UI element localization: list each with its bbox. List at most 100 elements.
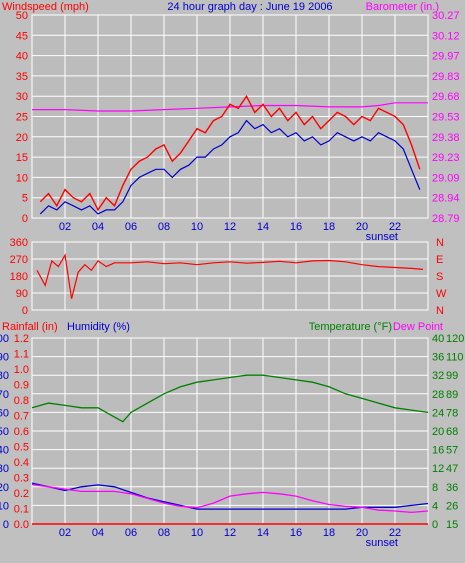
x-tick-label: 04 xyxy=(92,527,104,539)
temperature-line xyxy=(31,374,429,423)
y-tick-rainfall: 0.1 xyxy=(14,504,29,516)
x-tick-label: 06 xyxy=(125,527,137,539)
x-tick-label: 18 xyxy=(323,221,335,233)
y-tick-humidity: 80 xyxy=(0,370,9,382)
sunset-label: sunset xyxy=(366,537,398,549)
rainfall-axis-title: Rainfall (in) xyxy=(2,321,58,333)
y-tick-rainfall: 0.7 xyxy=(14,411,29,423)
x-tick-label: 12 xyxy=(224,527,236,539)
y-tick-rainfall: 0.3 xyxy=(14,473,29,485)
y-tick-humidity: 0 xyxy=(3,519,9,531)
y-tick-humidity: 30 xyxy=(0,463,9,475)
x-tick-label: 02 xyxy=(59,221,71,233)
y-tick-barometer: 29.83 xyxy=(432,71,460,83)
y-tick-rainfall: 0.5 xyxy=(14,442,29,454)
y-tick-temperature-c: 40 xyxy=(432,333,444,345)
y-tick-temperature-c: 32 xyxy=(432,370,444,382)
x-tick-label: 14 xyxy=(257,221,269,233)
y-tick-temperature-c: 36 xyxy=(432,352,444,364)
y-tick-barometer: 29.68 xyxy=(432,91,460,103)
y-tick-temperature-c: 8 xyxy=(432,482,438,494)
y-tick-barometer: 29.38 xyxy=(432,132,460,144)
x-tick-label: 08 xyxy=(158,527,170,539)
x-tick-label: 22 xyxy=(389,527,401,539)
y-tick-compass: E xyxy=(436,254,443,266)
wind-direction-line xyxy=(36,253,424,299)
sunset-label: sunset xyxy=(366,231,398,243)
windspeed-axis-title: Windspeed (mph) xyxy=(2,1,89,13)
y-tick-temperature-c: 12 xyxy=(432,463,444,475)
y-tick-temperature-c: 28 xyxy=(432,389,444,401)
y-tick-barometer: 28.94 xyxy=(432,193,460,205)
y-tick-humidity: 20 xyxy=(0,482,9,494)
temperature-axis-title: Temperature (°F) xyxy=(309,321,392,333)
y-tick-windspeed: 25 xyxy=(16,112,28,124)
y-tick-temperature-f: 47 xyxy=(446,463,458,475)
avg-windspeed-line xyxy=(39,119,421,215)
dewpoint-axis-title: Dew Point xyxy=(393,321,443,333)
y-tick-barometer: 29.97 xyxy=(432,51,460,63)
y-tick-rainfall: 1.2 xyxy=(14,333,29,345)
y-tick-temperature-c: 24 xyxy=(432,407,444,419)
y-tick-humidity: 70 xyxy=(0,389,9,401)
windspeed-line xyxy=(39,94,421,212)
y-tick-compass: W xyxy=(436,288,447,300)
y-tick-compass: N xyxy=(436,237,444,249)
y-tick-temperature-f: 99 xyxy=(446,370,458,382)
dewpoint-line xyxy=(31,483,429,514)
y-tick-temperature-c: 20 xyxy=(432,426,444,438)
y-tick-rainfall: 0.9 xyxy=(14,380,29,392)
y-tick-barometer: 29.23 xyxy=(432,152,460,164)
y-tick-humidity: 90 xyxy=(0,352,9,364)
page-title: 24 hour graph day : June 19 2006 xyxy=(167,1,332,13)
y-tick-temperature-c: 0 xyxy=(432,519,438,531)
y-tick-temperature-f: 26 xyxy=(446,500,458,512)
x-tick-label: 16 xyxy=(290,527,302,539)
y-tick-direction: 180 xyxy=(10,271,28,283)
y-tick-windspeed: 50 xyxy=(16,10,28,22)
y-tick-rainfall: 0.8 xyxy=(14,395,29,407)
y-tick-rainfall: 0.0 xyxy=(14,519,29,531)
humidity-axis-title: Humidity (%) xyxy=(67,321,130,333)
y-tick-temperature-f: 120 xyxy=(446,333,464,345)
y-tick-humidity: 60 xyxy=(0,407,9,419)
y-tick-humidity: 50 xyxy=(0,426,9,438)
y-tick-direction: 90 xyxy=(16,288,28,300)
x-tick-label: 06 xyxy=(125,221,137,233)
y-tick-windspeed: 5 xyxy=(22,193,28,205)
y-tick-barometer: 28.79 xyxy=(432,213,460,225)
y-tick-windspeed: 35 xyxy=(16,71,28,83)
y-tick-compass: S xyxy=(436,271,443,283)
y-tick-windspeed: 10 xyxy=(16,172,28,184)
y-tick-temperature-f: 15 xyxy=(446,519,458,531)
y-tick-barometer: 30.27 xyxy=(432,10,460,22)
y-tick-windspeed: 15 xyxy=(16,152,28,164)
y-tick-rainfall: 0.4 xyxy=(14,457,29,469)
x-tick-label: 18 xyxy=(323,527,335,539)
x-tick-label: 20 xyxy=(356,527,368,539)
y-tick-temperature-f: 36 xyxy=(446,482,458,494)
y-tick-windspeed: 40 xyxy=(16,51,28,63)
y-tick-temperature-c: 4 xyxy=(432,500,438,512)
x-tick-label: 08 xyxy=(158,221,170,233)
barometer-axis-title: Barometer (in.) xyxy=(366,1,439,13)
y-tick-humidity: 10 xyxy=(0,500,9,512)
y-tick-temperature-c: 16 xyxy=(432,445,444,457)
y-tick-direction: 360 xyxy=(10,237,28,249)
y-tick-barometer: 29.09 xyxy=(432,172,460,184)
x-tick-label: 12 xyxy=(224,221,236,233)
y-tick-windspeed: 0 xyxy=(22,213,28,225)
x-tick-label: 04 xyxy=(92,221,104,233)
y-tick-barometer: 29.53 xyxy=(432,112,460,124)
x-tick-label: 20 xyxy=(356,221,368,233)
y-tick-humidity: 40 xyxy=(0,445,9,457)
y-tick-humidity: 100 xyxy=(0,333,9,345)
y-tick-rainfall: 0.2 xyxy=(14,488,29,500)
x-tick-label: 10 xyxy=(191,527,203,539)
y-tick-direction: 0 xyxy=(22,305,28,317)
y-tick-windspeed: 20 xyxy=(16,132,28,144)
y-tick-rainfall: 0.6 xyxy=(14,426,29,438)
y-tick-rainfall: 1.1 xyxy=(14,349,29,361)
